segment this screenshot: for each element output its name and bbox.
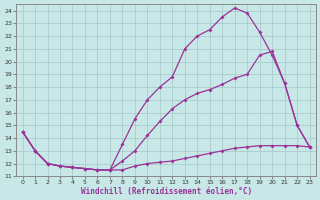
X-axis label: Windchill (Refroidissement éolien,°C): Windchill (Refroidissement éolien,°C) [81, 187, 252, 196]
